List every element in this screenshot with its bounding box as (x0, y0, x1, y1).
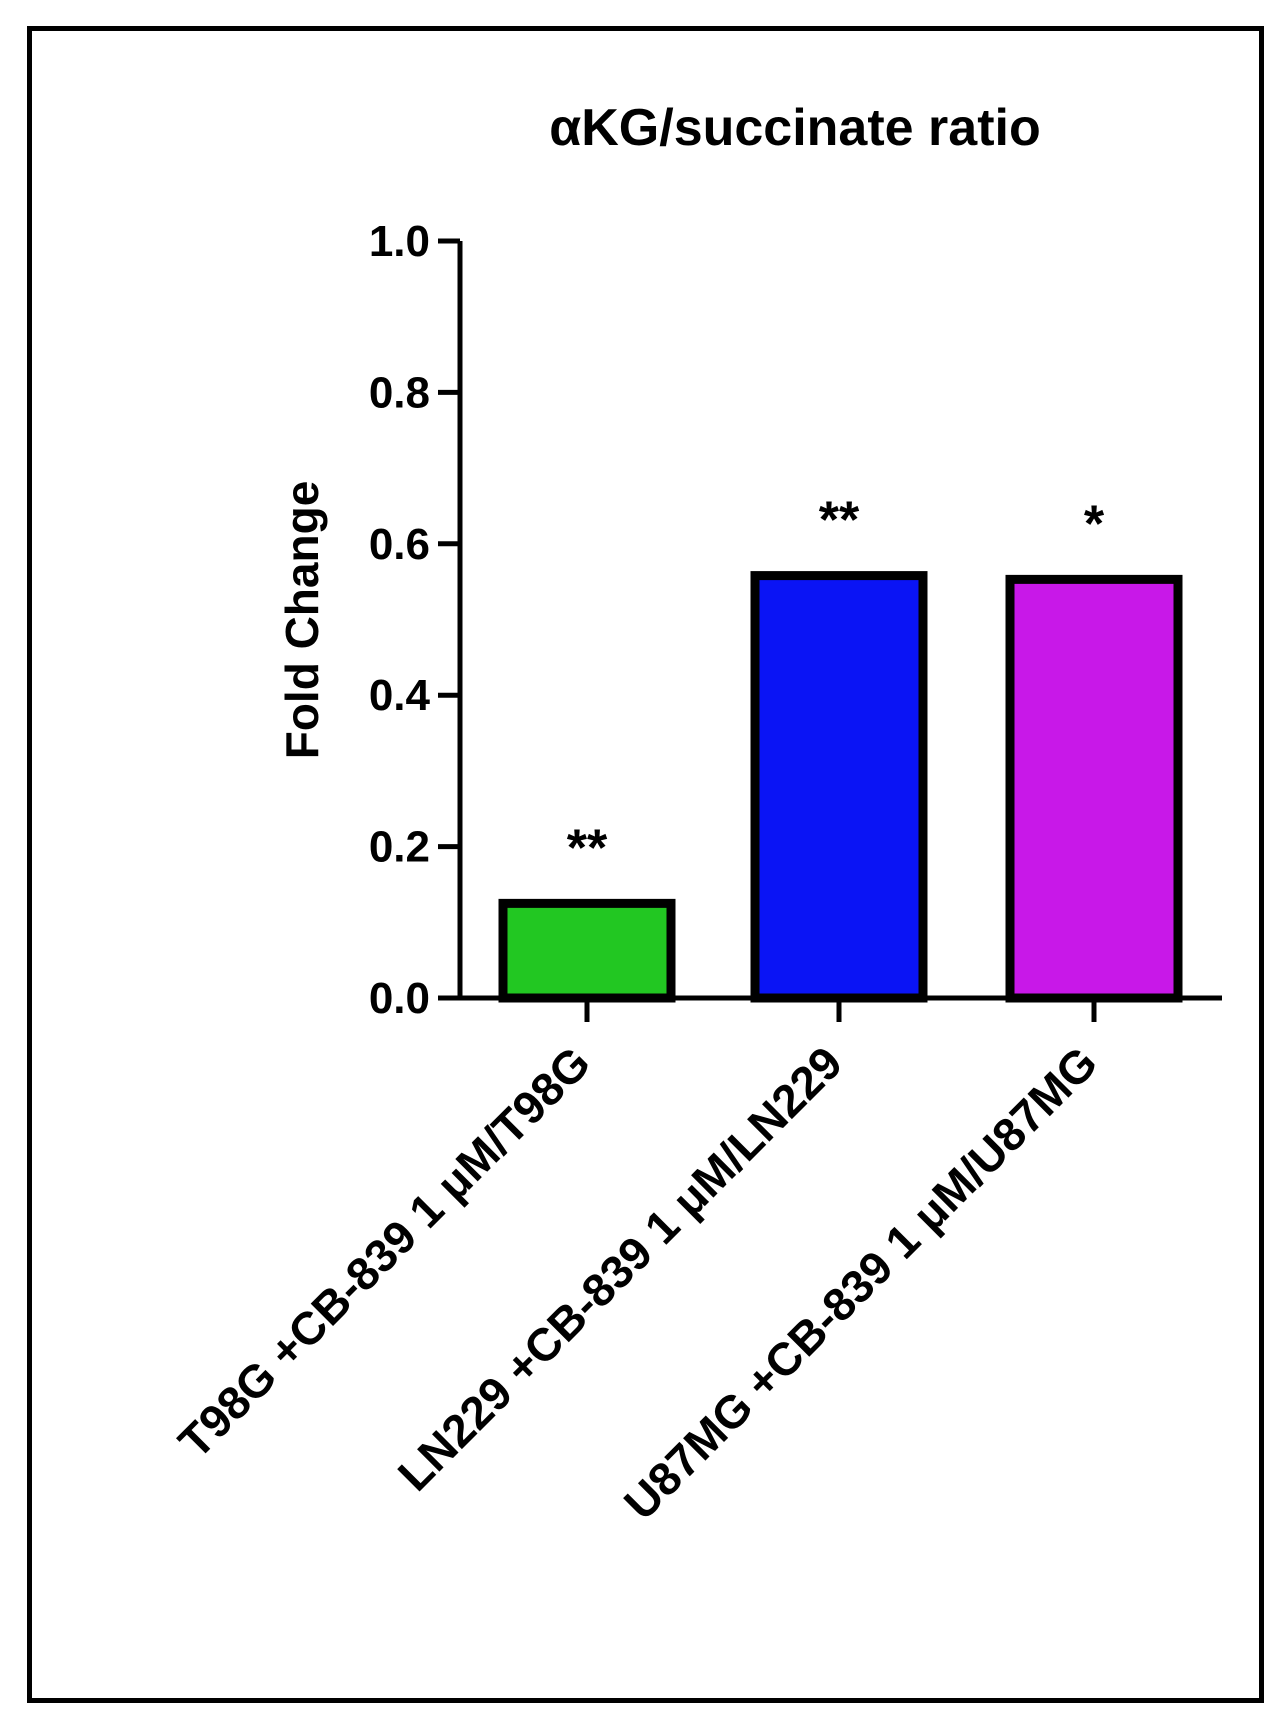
x-category-label: U87MG +CB-839 1 μM/U87MG (614, 1036, 1107, 1529)
x-category-label: LN229 +CB-839 1 μM/LN229 (388, 1036, 852, 1500)
chart-title: αKG/succinate ratio (549, 99, 1040, 157)
significance-label: ** (567, 819, 608, 877)
x-category-label: T98G +CB-839 1 μM/T98G (168, 1036, 600, 1468)
y-tick-label: 0.0 (369, 974, 430, 1023)
plot-area: 0.0 0.2 0.4 0.6 0.8 1.0 ** T98G +CB-839 1 μM/T9… (168, 217, 1222, 1530)
bar (750, 571, 928, 1003)
bar (498, 898, 676, 1003)
y-tick-label: 0.6 (369, 520, 430, 569)
bar (1005, 574, 1183, 1003)
significance-label: ** (819, 492, 860, 550)
y-tick-label: 0.4 (369, 671, 431, 720)
y-tick-label: 0.2 (369, 823, 430, 872)
y-tick-label: 1.0 (369, 217, 430, 266)
y-axis-title: Fold Change (276, 481, 328, 760)
y-tick-label: 0.8 (369, 368, 430, 417)
significance-label: * (1084, 495, 1105, 553)
